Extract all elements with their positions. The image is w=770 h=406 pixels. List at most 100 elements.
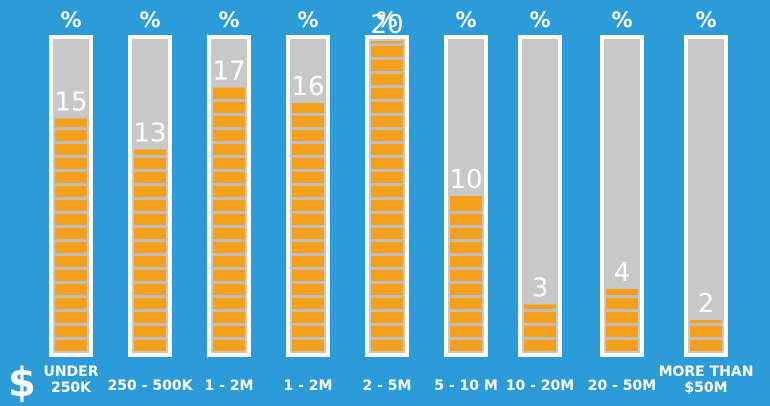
bar-fill xyxy=(606,289,638,351)
bar-segment-gap xyxy=(213,323,245,326)
bar-value-label: 4 xyxy=(614,258,631,288)
percent-label: % xyxy=(611,8,632,32)
bar-fill xyxy=(450,196,482,351)
bar-value-label: 20 xyxy=(370,10,403,40)
bar-segment-gap xyxy=(213,253,245,256)
category-label: UNDER xyxy=(43,364,98,380)
bar-value-label: 15 xyxy=(54,88,87,118)
bar-segment-gap xyxy=(55,253,87,256)
percent-label: % xyxy=(218,8,239,32)
bar-segment-gap xyxy=(55,155,87,158)
category-label: 1 - 2M xyxy=(205,378,254,394)
bar-segment-gap xyxy=(213,225,245,228)
bar-segment-gap xyxy=(292,225,324,228)
bar-value-label: 17 xyxy=(212,57,245,87)
bar-fill xyxy=(213,87,245,351)
bar-segment-gap xyxy=(606,309,638,312)
bar-segment-gap xyxy=(213,239,245,242)
bar-segment-gap xyxy=(55,295,87,298)
bar-segment-gap xyxy=(606,323,638,326)
bar-segment-gap xyxy=(213,309,245,312)
bar-segment-gap xyxy=(371,85,403,88)
bar-segment-gap xyxy=(292,337,324,340)
bar-segment-gap xyxy=(450,239,482,242)
bar-segment-gap xyxy=(55,183,87,186)
bar-segment-gap xyxy=(450,295,482,298)
category-label: 250K xyxy=(51,380,92,396)
bar-segment-gap xyxy=(292,211,324,214)
category-label: 5 - 10 M xyxy=(434,378,498,394)
bar-tube xyxy=(684,35,728,357)
bar-segment-gap xyxy=(371,295,403,298)
bar-segment-gap xyxy=(55,141,87,144)
bar-segment-gap xyxy=(450,281,482,284)
bar-segment-gap xyxy=(55,127,87,130)
bar-value-label: 16 xyxy=(291,72,324,102)
bar-segment-gap xyxy=(524,323,556,326)
bar-segment-gap xyxy=(292,113,324,116)
bar-segment-gap xyxy=(606,337,638,340)
bar-segment-gap xyxy=(371,239,403,242)
bar-segment-gap xyxy=(371,183,403,186)
category-label: 1 - 2M xyxy=(284,378,333,394)
bar-segment-gap xyxy=(213,267,245,270)
bar-segment-gap xyxy=(450,267,482,270)
bar-segment-gap xyxy=(213,141,245,144)
bar-segment-gap xyxy=(690,337,722,340)
bar-segment-gap xyxy=(213,169,245,172)
bar-segment-gap xyxy=(134,267,166,270)
bar-segment-gap xyxy=(134,281,166,284)
bar-segment-gap xyxy=(371,127,403,130)
bar-segment-gap xyxy=(134,323,166,326)
bar-segment-gap xyxy=(371,99,403,102)
bar-value-label: 13 xyxy=(133,119,166,149)
bar-segment-gap xyxy=(134,295,166,298)
bar-segment-gap xyxy=(55,197,87,200)
bar-value-label: 2 xyxy=(698,289,715,319)
bar-fill xyxy=(524,304,556,351)
bar-segment-gap xyxy=(524,337,556,340)
bar-segment-gap xyxy=(371,141,403,144)
percent-label: % xyxy=(60,8,81,32)
bar-segment-gap xyxy=(450,253,482,256)
bar-value-label: 10 xyxy=(449,165,482,195)
category-label: $50M xyxy=(684,380,727,396)
bar-segment-gap xyxy=(292,141,324,144)
bar-segment-gap xyxy=(371,225,403,228)
bar-segment-gap xyxy=(55,337,87,340)
bar-segment-gap xyxy=(213,211,245,214)
bar-segment-gap xyxy=(134,211,166,214)
bar-segment-gap xyxy=(134,225,166,228)
bar-segment-gap xyxy=(292,127,324,130)
bar-segment-gap xyxy=(371,253,403,256)
bar-segment-gap xyxy=(55,281,87,284)
bar-segment-gap xyxy=(371,169,403,172)
bar-segment-gap xyxy=(134,169,166,172)
bar-segment-gap xyxy=(55,225,87,228)
percent-label: % xyxy=(529,8,550,32)
bar-segment-gap xyxy=(524,309,556,312)
bar-value-label: 3 xyxy=(532,274,549,304)
category-label: 20 - 50M xyxy=(588,378,656,394)
bar-segment-gap xyxy=(690,323,722,326)
bar-segment-gap xyxy=(213,155,245,158)
bar-segment-gap xyxy=(213,337,245,340)
bar-segment-gap xyxy=(292,183,324,186)
percent-label: % xyxy=(139,8,160,32)
bar-segment-gap xyxy=(450,309,482,312)
bar-segment-gap xyxy=(371,57,403,60)
bar-segment-gap xyxy=(371,337,403,340)
bar-segment-gap xyxy=(292,253,324,256)
bar-segment-gap xyxy=(292,323,324,326)
bar-segment-gap xyxy=(371,43,403,46)
bar-segment-gap xyxy=(606,295,638,298)
bar-segment-gap xyxy=(134,337,166,340)
bar-segment-gap xyxy=(371,155,403,158)
bar-tube xyxy=(518,35,562,357)
bar-segment-gap xyxy=(371,309,403,312)
bar-segment-gap xyxy=(371,113,403,116)
bar-segment-gap xyxy=(213,281,245,284)
bar-segment-gap xyxy=(371,323,403,326)
bar-segment-gap xyxy=(134,183,166,186)
